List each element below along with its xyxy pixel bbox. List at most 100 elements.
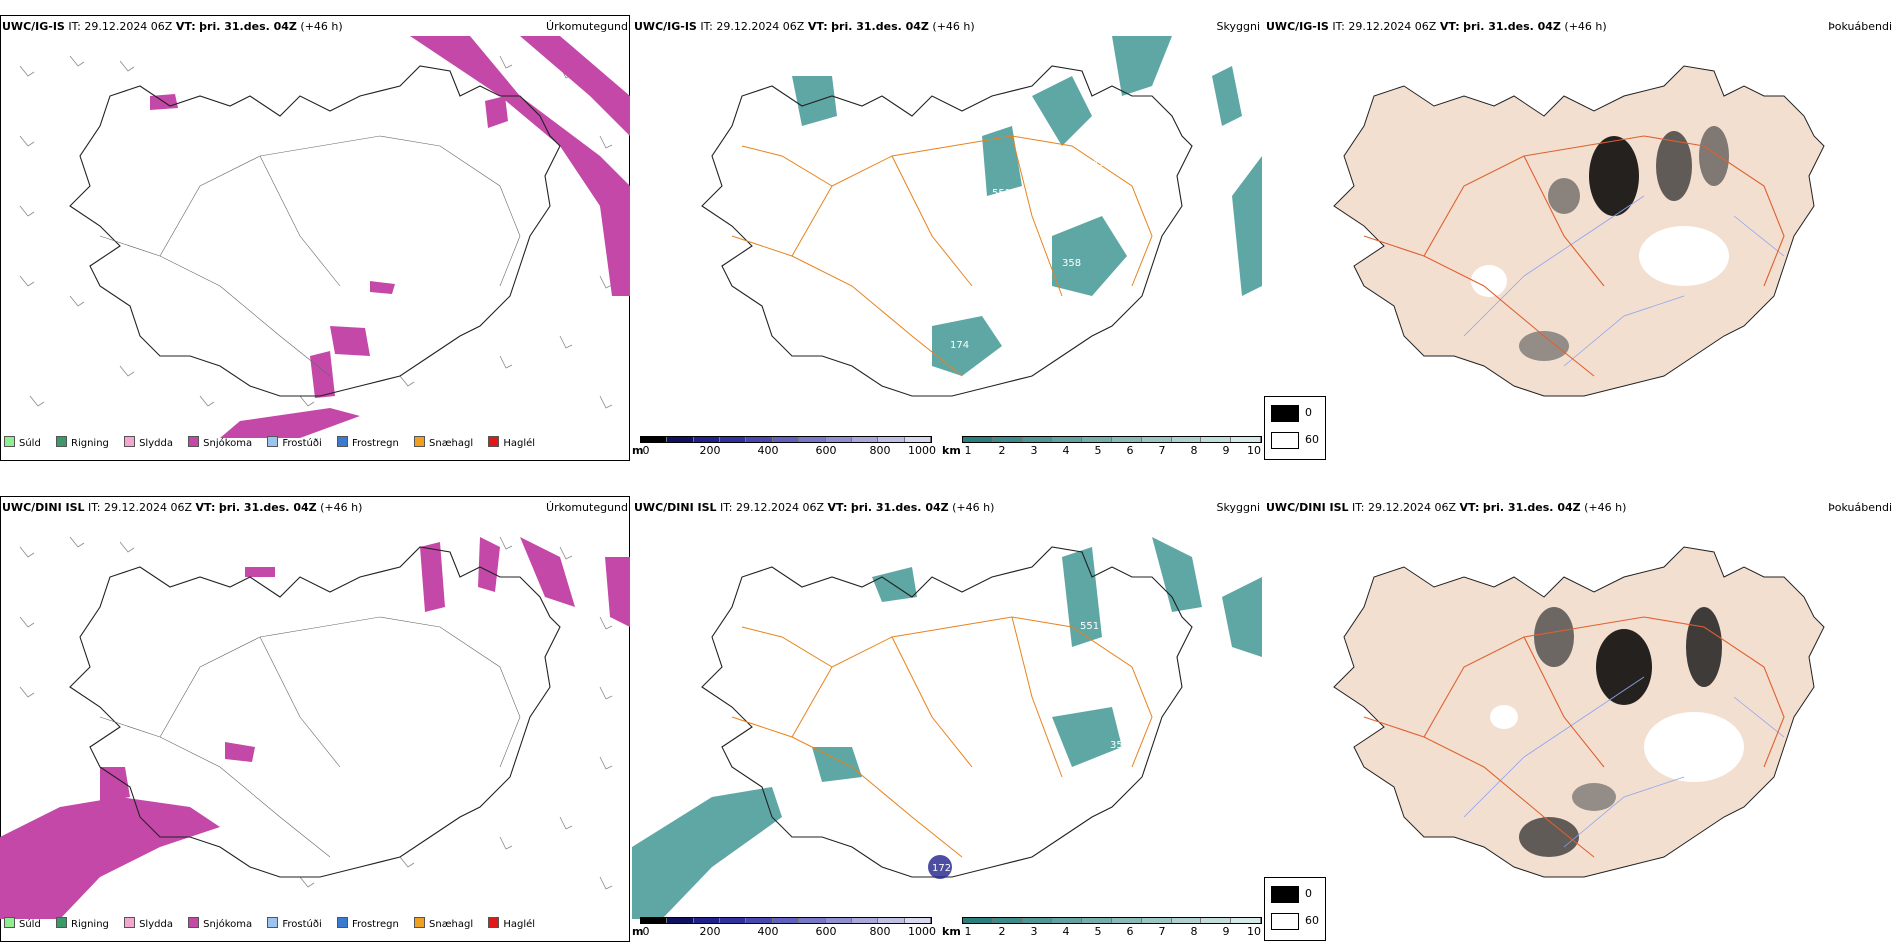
fog-index-areas [1490,607,1744,857]
fog-legend-swatch [1271,886,1299,903]
legend-item: Snjókoma [188,917,252,930]
iceland-map: 551 355 172 [632,537,1262,919]
legend-item: Slydda [124,917,173,930]
snow-area [100,767,130,802]
it-label: IT: [1352,501,1365,514]
elevation-label: 451 [1092,158,1111,169]
it-label: IT: [68,20,81,33]
elevation-colorbar: m 0 200 400 600 800 1000 [632,917,936,941]
init-time: 29.12.2024 06Z [104,501,193,514]
legend-item: Rigning [56,436,109,449]
variable-name: Þokuábendi [1828,20,1892,33]
variable-name: Þokuábendi [1828,501,1892,514]
legend-item: Haglél [488,436,535,449]
coastline [701,546,1193,878]
panel-header: UWC/IG-IS IT: 29.12.2024 06Z VT: þri. 31… [634,20,1260,36]
unit-label: m [632,444,644,457]
elevation-label: 172 [937,386,956,397]
coastline [69,546,561,878]
valid-time: þri. 31.des. 04Z [831,20,929,33]
init-time: 29.12.2024 06Z [84,20,173,33]
panel-header: UWC/IG-IS IT: 29.12.2024 06Z VT: þri. 31… [1266,20,1892,36]
legend-item: Súld [4,436,41,449]
low-visibility-areas [632,537,1262,919]
fog-panel-top: UWC/IG-IS IT: 29.12.2024 06Z VT: þri. 31… [1264,0,1894,466]
variable-name: Úrkomutegund [546,501,628,514]
precip-legend: Súld Rigning Slydda Snjókoma Frostúði Fr… [4,436,547,456]
legend-item: Frostúði [267,436,322,449]
variable-name: Úrkomutegund [546,20,628,33]
fog-index-areas [1471,126,1729,361]
elevation-label: 174 [950,340,969,351]
precip-legend: Súld Rigning Slydda Snjókoma Frostúði Fr… [4,917,547,937]
legend-item: Haglél [488,917,535,930]
vt-label: VT: [195,501,216,514]
iceland-map [19,36,630,438]
legend-item: Frostregn [336,436,399,449]
rivers [1463,676,1785,848]
unit-label: m [632,925,644,938]
visibility-colorbar: km 1 2 3 4 5 6 7 8 9 10 [942,436,1262,460]
valid-time: þri. 31.des. 04Z [1482,501,1581,514]
iceland-map: 551 451 358 174 172 [701,36,1262,397]
precip-type-panel-bottom: UWC/DINI ISL IT: 29.12.2024 06Z VT: þri.… [0,481,630,947]
vt-label: VT: [1439,20,1460,33]
vt-label: VT: [175,20,196,33]
model-name: UWC/DINI ISL [1266,501,1349,514]
legend-item: Snæhagl [414,917,473,930]
snow-area [330,326,370,356]
snow-area [485,96,508,128]
init-time: 29.12.2024 06Z [716,20,805,33]
high-elevation-spot [928,855,952,879]
snow-area [245,567,275,577]
snow-area [478,537,500,592]
valid-time: þri. 31.des. 04Z [218,501,317,514]
panel-header: UWC/DINI ISL IT: 29.12.2024 06Z VT: þri.… [2,501,628,517]
wind-barbs [19,536,613,890]
unit-label: km [942,925,961,938]
lead-time: (+46 h) [300,20,343,33]
it-label: IT: [720,501,733,514]
valid-time: þri. 31.des. 04Z [1463,20,1561,33]
init-time: 29.12.2024 06Z [1368,501,1457,514]
it-label: IT: [88,501,101,514]
snow-area [420,542,445,612]
variable-name: Skyggni [1216,501,1260,514]
lead-time: (+46 h) [932,20,975,33]
land-area [1333,65,1825,397]
valid-time: þri. 31.des. 04Z [850,501,949,514]
roads [731,135,1153,377]
elevation-label: 551 [1080,621,1099,632]
coastline [701,65,1193,397]
vt-label: VT: [1459,501,1480,514]
elevation-label: 358 [1062,258,1081,269]
panel-frame [0,496,630,942]
iceland-map [0,536,630,919]
legend-item: Frostregn [336,917,399,930]
roads [731,616,1153,858]
snow-area [520,537,575,607]
model-name: UWC/IG-IS [1266,20,1329,33]
visibility-panel-bottom: UWC/DINI ISL IT: 29.12.2024 06Z VT: þri.… [632,481,1262,947]
legend-item: Snjókoma [188,436,252,449]
it-label: IT: [700,20,713,33]
fog-legend-swatch [1271,405,1299,422]
iceland-map [1333,546,1825,878]
fog-legend: 0 60 [1264,396,1326,460]
roads [99,135,521,377]
model-name: UWC/DINI ISL [634,501,717,514]
snow-area [370,281,395,294]
unit-label: km [942,444,961,457]
snow-area [605,557,630,627]
panel-header: UWC/DINI ISL IT: 29.12.2024 06Z VT: þri.… [634,501,1260,517]
fog-legend-swatch [1271,432,1299,449]
elevation-colorbar: m 0 200 400 600 800 1000 [632,436,936,460]
snow-area [310,351,335,398]
snow-area [410,36,630,296]
init-time: 29.12.2024 06Z [1348,20,1437,33]
rivers [1463,195,1785,367]
roads [99,616,521,858]
coastline [69,65,561,397]
lead-time: (+46 h) [320,501,363,514]
roads [1363,616,1785,858]
